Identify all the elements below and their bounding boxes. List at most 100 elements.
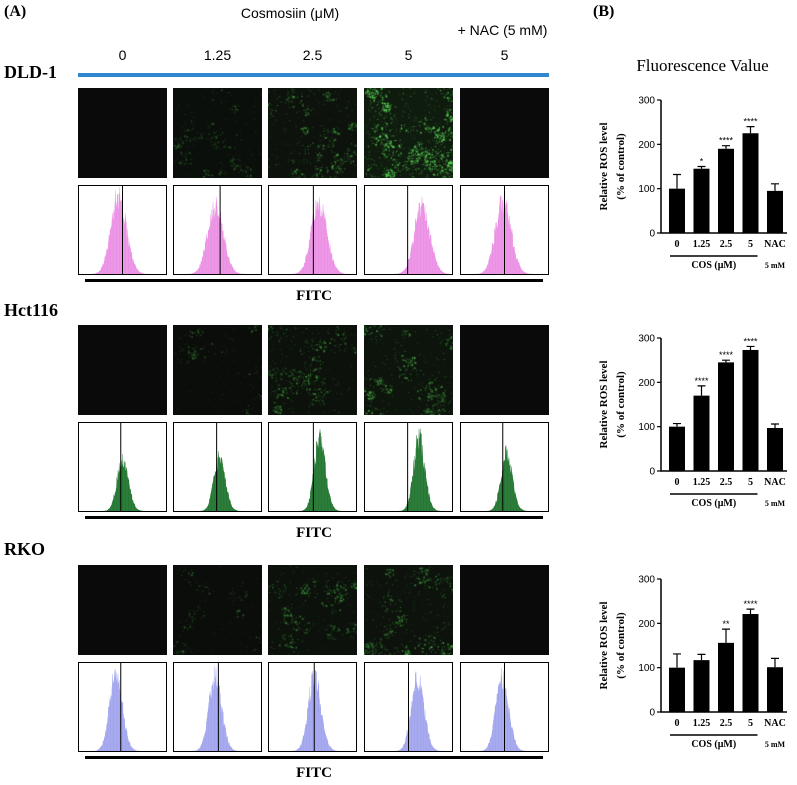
bar	[718, 148, 734, 233]
fluorescence-image	[268, 325, 357, 415]
fluorescence-image	[364, 88, 453, 178]
histogram-plot	[174, 423, 261, 511]
nac-concentration-label: 5 mM	[765, 740, 786, 749]
bar	[693, 395, 710, 471]
histogram-area	[174, 451, 261, 511]
category-label: 2.5	[720, 718, 733, 729]
histogram-bins	[97, 669, 136, 751]
y-tick-label: 100	[638, 663, 655, 674]
bar	[718, 362, 734, 471]
histogram-bins	[399, 196, 447, 274]
y-tick-label: 300	[638, 96, 655, 107]
y-tick-label: 100	[638, 422, 655, 433]
flow-histogram	[78, 662, 167, 752]
histogram-bins	[203, 451, 238, 511]
error-bar	[771, 657, 779, 668]
y-tick-label: 100	[638, 184, 655, 195]
error-bar	[673, 173, 681, 189]
histogram-plot	[79, 663, 166, 751]
ros-bar-chart: Relative ROS level (% of control) 0 1.25 ** 2…	[598, 575, 787, 750]
histogram-plot	[461, 186, 548, 274]
histogram-plot	[461, 423, 548, 511]
fluorescence-image	[78, 88, 167, 178]
bar	[742, 614, 759, 712]
histogram-plot	[79, 186, 166, 274]
histogram-bins	[295, 669, 335, 751]
fitc-label: FITC	[296, 288, 332, 304]
flow-histogram	[364, 185, 453, 275]
significance-marker: *	[700, 157, 704, 167]
flow-histogram	[460, 422, 549, 512]
y-tick-label: 200	[638, 378, 655, 389]
category-label: 1.25	[693, 477, 711, 488]
fitc-axis-line	[85, 516, 543, 519]
error-bar	[673, 422, 681, 427]
histogram-plot	[269, 663, 356, 751]
error-bar	[771, 423, 779, 428]
error-bar	[697, 165, 706, 169]
cell-line-label: RKO	[4, 539, 46, 559]
significance-marker: ****	[743, 599, 758, 609]
group-label: COS (μM)	[691, 498, 736, 509]
cell-line-label: Hct116	[4, 300, 58, 320]
y-tick-label: 0	[649, 708, 655, 719]
flow-histogram	[268, 185, 357, 275]
histogram-area	[461, 445, 548, 511]
y-axis-label: (% of control)	[615, 133, 627, 200]
flow-histogram	[173, 185, 262, 275]
flow-histogram	[364, 422, 453, 512]
histogram-bins	[399, 671, 438, 751]
category-label: 2.5	[720, 477, 733, 488]
category-label: 0	[675, 239, 680, 250]
bar	[693, 168, 710, 233]
bar	[718, 642, 734, 712]
flow-histogram	[268, 422, 357, 512]
fluorescence-image	[268, 88, 357, 178]
y-tick-label: 0	[649, 467, 655, 478]
histogram-area	[174, 196, 261, 274]
histogram-area	[79, 453, 166, 511]
treatment-title: Cosmosiin (μM)	[240, 5, 340, 21]
fitc-axis-line	[85, 756, 543, 759]
error-bar	[697, 653, 706, 661]
category-label: 5	[748, 477, 753, 488]
flow-histogram	[364, 662, 453, 752]
bar	[742, 349, 759, 471]
histogram-plot	[461, 663, 548, 751]
fluorescence-image	[460, 325, 549, 415]
panel-a-label: (A)	[4, 3, 27, 20]
significance-marker: ****	[719, 136, 734, 146]
histogram-bins	[106, 453, 141, 511]
column-label: 2.5	[302, 47, 323, 63]
column-label: 1.25	[203, 47, 232, 63]
nac-concentration-label: 5 mM	[765, 499, 786, 508]
category-label: 1.25	[693, 718, 711, 729]
fluorescence-image	[268, 565, 357, 655]
ros-bar-chart: Relative ROS level (% of control) 0 **** 1.2…	[598, 334, 787, 509]
bar	[767, 427, 783, 471]
fluorescence-image	[173, 565, 262, 655]
fitc-label: FITC	[296, 765, 332, 781]
flow-histogram	[78, 422, 167, 512]
histogram-plot	[79, 423, 166, 511]
histogram-bins	[303, 429, 338, 511]
bar	[669, 188, 685, 233]
histogram-bins	[402, 428, 437, 511]
histogram-bins	[95, 187, 143, 274]
category-label: NAC	[764, 477, 786, 488]
fluorescence-image	[460, 88, 549, 178]
flow-histogram	[173, 662, 262, 752]
y-tick-label: 300	[638, 334, 655, 345]
bar	[693, 660, 710, 712]
y-tick-label: 200	[638, 619, 655, 630]
nac-concentration-label: 5 mM	[765, 261, 786, 270]
fluorescence-image	[78, 325, 167, 415]
category-label: 0	[675, 718, 680, 729]
bar	[767, 667, 783, 712]
histogram-area	[79, 669, 166, 751]
category-label: 2.5	[720, 239, 733, 250]
bar	[742, 133, 759, 233]
histogram-area	[269, 197, 356, 274]
fitc-axis-line	[85, 279, 543, 282]
